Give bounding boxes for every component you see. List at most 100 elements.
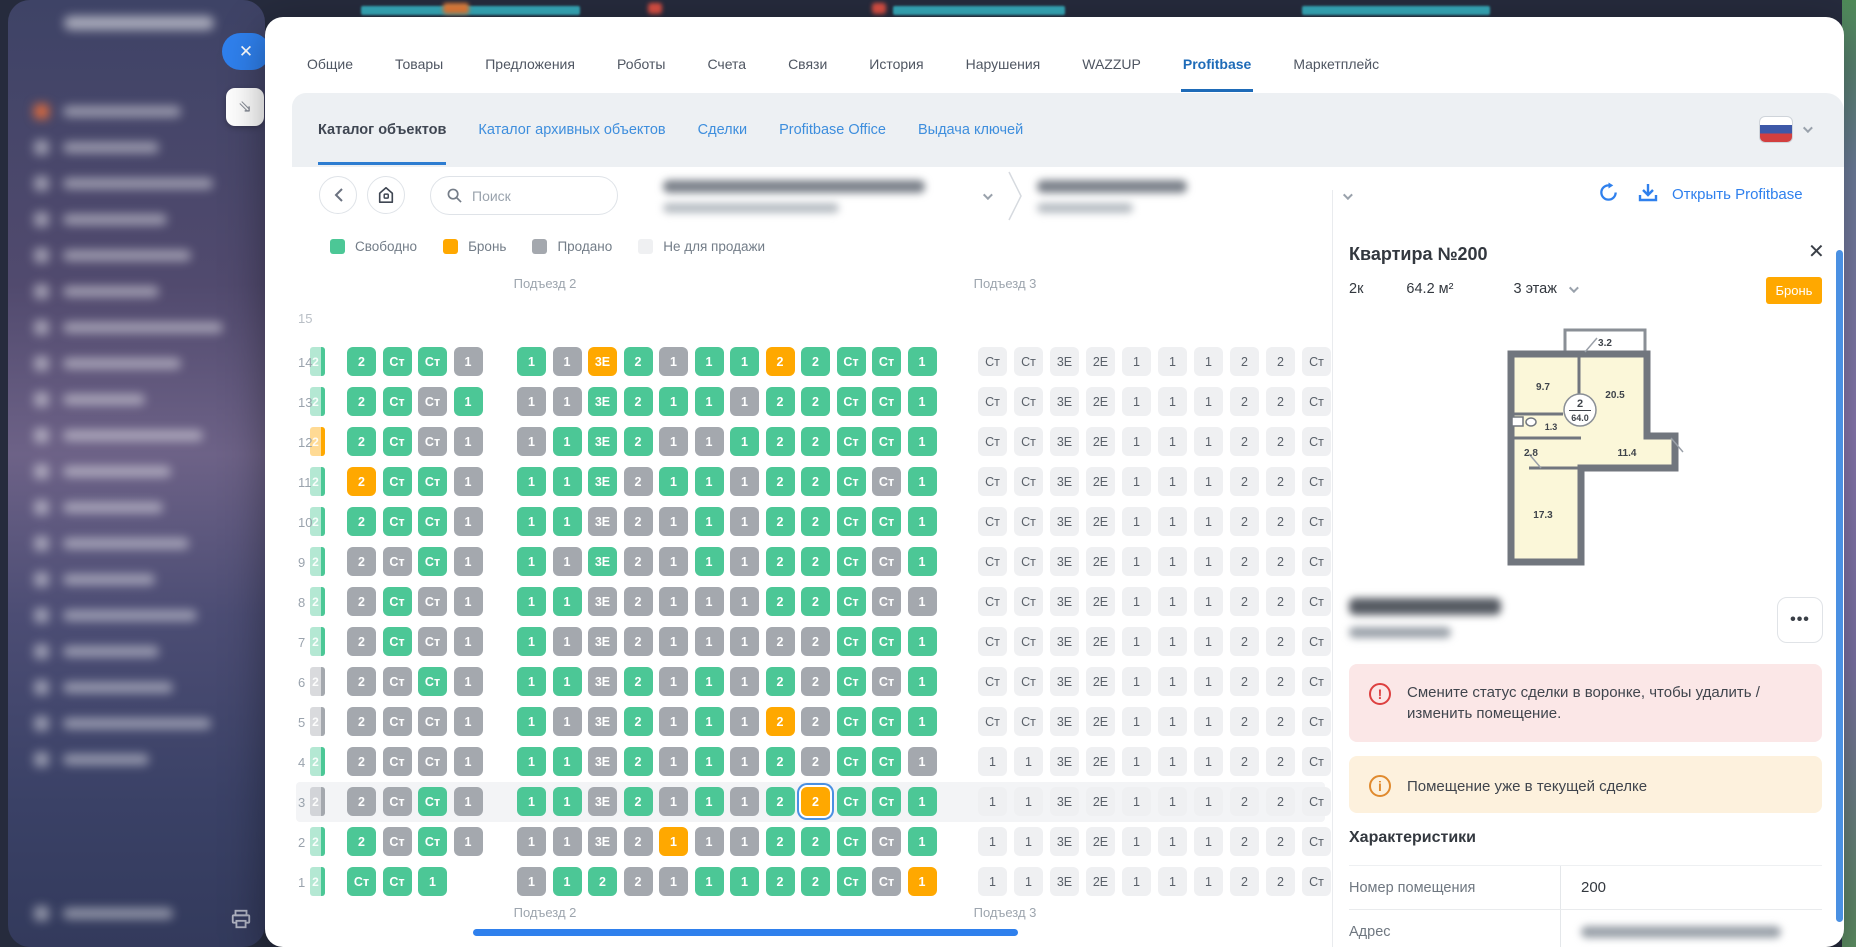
unit-cell[interactable]: 1 (659, 867, 688, 896)
subtab-2[interactable]: Сделки (698, 95, 747, 165)
unit-cell[interactable]: 1 (517, 747, 546, 776)
unit-cell[interactable]: Ст (383, 667, 412, 696)
unit-cell[interactable]: 3Е (588, 427, 617, 456)
unit-cell[interactable]: 1 (1194, 427, 1223, 456)
unit-cell[interactable]: 1 (659, 427, 688, 456)
unit-cell[interactable]: 3Е (1050, 547, 1079, 576)
unit-cell[interactable]: Ст (837, 547, 866, 576)
unit-cell[interactable]: Ст (978, 627, 1007, 656)
unit-cell[interactable]: 2 (1266, 707, 1295, 736)
unit-cell[interactable]: 1 (695, 707, 724, 736)
unit-cell[interactable]: 1 (553, 547, 582, 576)
unit-cell[interactable]: 1 (1194, 547, 1223, 576)
unit-cell[interactable]: 2 (1230, 347, 1259, 376)
unit-cell[interactable]: Ст (1014, 707, 1043, 736)
unit-cell[interactable]: 2 (624, 667, 653, 696)
unit-cell[interactable]: 2 (347, 627, 376, 656)
unit-cell[interactable]: 1 (908, 587, 937, 616)
unit-cell[interactable]: Ст (978, 427, 1007, 456)
unit-cell[interactable]: 2 (801, 387, 830, 416)
unit-cell[interactable]: 1 (730, 427, 759, 456)
unit-cell[interactable]: 2 (766, 427, 795, 456)
unit-cell[interactable]: 1 (908, 667, 937, 696)
unit-cell[interactable]: Ст (1302, 787, 1331, 816)
unit-cell[interactable]: 3Е (588, 587, 617, 616)
unit-cell[interactable]: 1 (1014, 827, 1043, 856)
unit-cell[interactable]: 2 (624, 547, 653, 576)
unit-cell[interactable]: 2 (1266, 387, 1295, 416)
unit-cell[interactable]: 2 (624, 747, 653, 776)
unit-cell[interactable]: Ст (383, 387, 412, 416)
unit-cell[interactable]: Ст (1014, 427, 1043, 456)
unit-cell[interactable]: 1 (730, 547, 759, 576)
clipped-unit-cell[interactable]: 2 (310, 547, 325, 576)
unit-cell[interactable]: 2 (766, 547, 795, 576)
unit-cell[interactable]: 2 (1266, 507, 1295, 536)
vertical-scrollbar[interactable] (1836, 250, 1843, 922)
unit-cell[interactable]: 3Е (1050, 627, 1079, 656)
unit-cell[interactable]: 2 (624, 427, 653, 456)
sidebar-menu-item[interactable] (34, 248, 191, 263)
unit-cell[interactable]: 2 (1230, 627, 1259, 656)
clipped-unit-cell[interactable]: 2 (310, 747, 325, 776)
unit-cell[interactable]: 2Е (1086, 747, 1115, 776)
unit-cell[interactable]: 1 (553, 667, 582, 696)
unit-cell[interactable]: 1 (1158, 347, 1187, 376)
unit-cell[interactable]: Ст (1302, 347, 1331, 376)
unit-cell[interactable]: 2 (347, 387, 376, 416)
unit-cell[interactable]: 3Е (588, 547, 617, 576)
unit-cell[interactable]: 1 (1122, 707, 1151, 736)
unit-cell[interactable]: Ст (978, 387, 1007, 416)
unit-cell[interactable]: 2 (1230, 787, 1259, 816)
unit-cell[interactable]: 1 (730, 747, 759, 776)
sidebar-menu-item[interactable] (34, 572, 155, 587)
unit-cell[interactable]: Ст (872, 467, 901, 496)
unit-cell[interactable]: 1 (695, 427, 724, 456)
unit-cell[interactable]: 2 (801, 747, 830, 776)
unit-cell[interactable]: Ст (383, 347, 412, 376)
unit-cell[interactable]: 1 (908, 427, 937, 456)
sidebar-menu-item[interactable] (34, 644, 159, 659)
unit-cell[interactable]: 1 (730, 827, 759, 856)
unit-cell[interactable]: Ст (872, 787, 901, 816)
unit-cell[interactable]: Ст (418, 467, 447, 496)
sidebar-menu-item[interactable] (34, 428, 203, 443)
unit-cell[interactable]: 1 (1158, 827, 1187, 856)
complex-selector-value-masked[interactable] (663, 180, 925, 193)
unit-cell[interactable]: 1 (454, 347, 483, 376)
unit-cell[interactable]: Ст (383, 547, 412, 576)
unit-cell[interactable]: 2 (801, 627, 830, 656)
unit-cell[interactable]: Ст (837, 347, 866, 376)
unit-cell[interactable]: Ст (383, 747, 412, 776)
unit-cell[interactable]: 1 (454, 747, 483, 776)
clipped-unit-cell[interactable]: 2 (310, 787, 325, 816)
sidebar-menu-item[interactable] (34, 608, 197, 623)
unit-cell[interactable]: 1 (517, 587, 546, 616)
unit-cell[interactable]: 2 (766, 467, 795, 496)
unit-cell[interactable]: 1 (454, 547, 483, 576)
unit-cell[interactable]: 1 (978, 827, 1007, 856)
unit-cell[interactable]: 1 (454, 707, 483, 736)
unit-cell[interactable]: Ст (383, 507, 412, 536)
unit-cell[interactable]: 1 (908, 547, 937, 576)
unit-cell[interactable]: Ст (872, 827, 901, 856)
unit-cell[interactable]: 1 (1194, 667, 1223, 696)
unit-cell[interactable]: 1 (1158, 507, 1187, 536)
unit-cell[interactable]: Ст (837, 427, 866, 456)
unit-cell[interactable]: Ст (872, 387, 901, 416)
unit-cell[interactable]: 1 (730, 467, 759, 496)
search-input[interactable] (472, 188, 592, 204)
unit-cell[interactable]: 3Е (588, 467, 617, 496)
unit-cell[interactable]: Ст (1302, 547, 1331, 576)
unit-cell[interactable]: Ст (383, 867, 412, 896)
unit-cell[interactable]: 1 (553, 387, 582, 416)
unit-cell[interactable]: 1 (695, 387, 724, 416)
unit-cell[interactable]: 1 (553, 467, 582, 496)
unit-cell[interactable]: 2 (801, 787, 830, 816)
unit-cell[interactable]: 2 (801, 667, 830, 696)
unit-cell[interactable]: Ст (383, 787, 412, 816)
unit-cell[interactable]: 1 (1122, 507, 1151, 536)
unit-cell[interactable]: Ст (872, 747, 901, 776)
unit-cell[interactable]: 1 (1158, 787, 1187, 816)
unit-cell[interactable]: Ст (418, 627, 447, 656)
